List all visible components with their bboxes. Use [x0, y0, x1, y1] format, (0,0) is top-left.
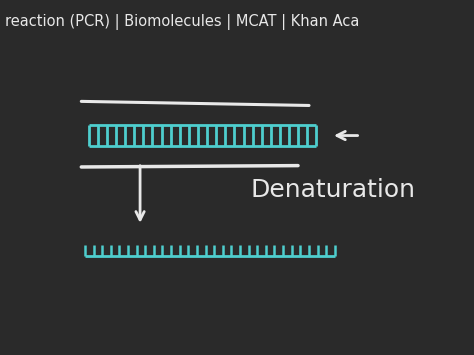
Text: Denaturation: Denaturation — [250, 178, 415, 202]
Text: reaction (PCR) | Biomolecules | MCAT | Khan Aca: reaction (PCR) | Biomolecules | MCAT | K… — [5, 14, 359, 30]
